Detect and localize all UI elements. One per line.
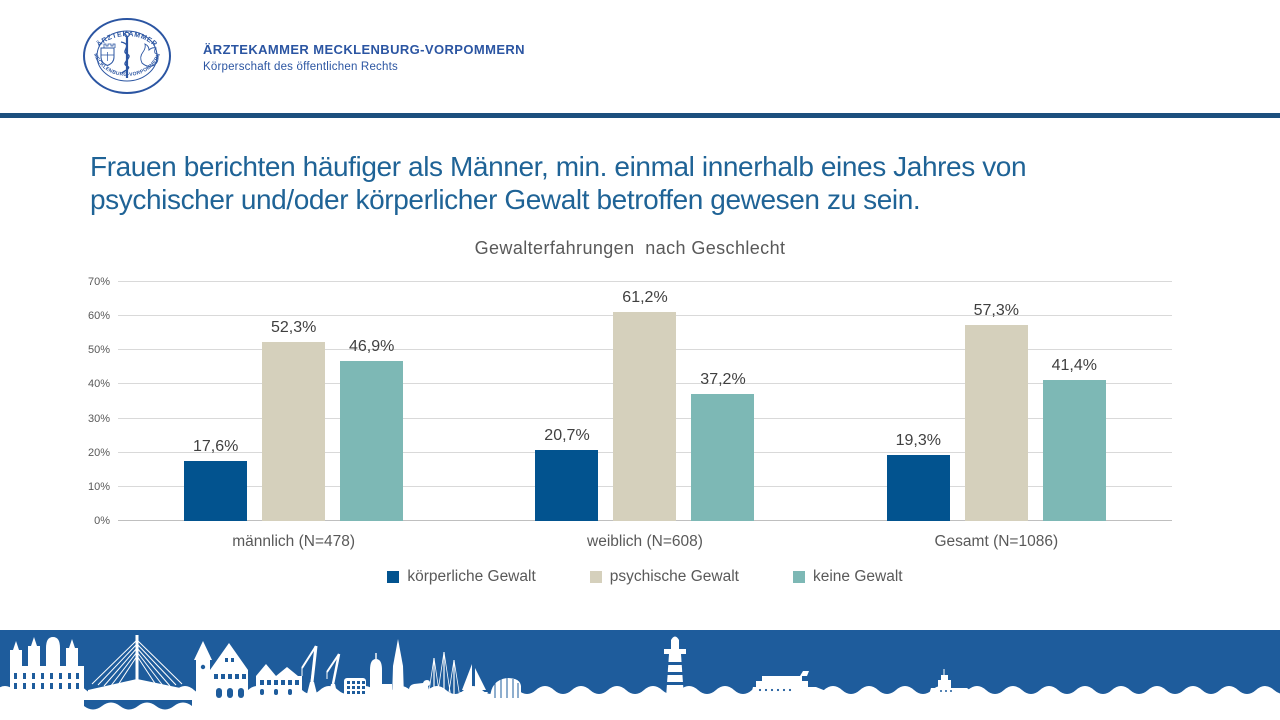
bar-value-label: 20,7% — [544, 427, 590, 445]
bar-with-label: 19,3% — [886, 282, 950, 521]
sailboat-icon — [460, 664, 488, 698]
bar-with-label: 37,2% — [691, 282, 755, 521]
castle-silhouette — [10, 637, 84, 698]
bar-value-label: 57,3% — [973, 302, 1019, 320]
bar — [613, 312, 677, 521]
organization-text: ÄRZTEKAMMER MECKLENBURG-VORPOMMERN Körpe… — [203, 42, 525, 73]
bar-value-label: 46,9% — [348, 337, 395, 355]
bar-with-label: 52,3% — [262, 282, 326, 521]
y-axis-tick-label: 40% — [87, 378, 110, 391]
bar-group: 19,3% 57,3% 41,4% — [821, 282, 1172, 521]
legend-item: körperliche Gewalt — [387, 568, 536, 586]
category-label: männlich (N=478) — [232, 533, 356, 550]
bar-value-label: 19,3% — [895, 432, 941, 450]
y-axis-tick-label: 0% — [94, 515, 110, 527]
bar-with-label: 41,4% — [1042, 282, 1106, 521]
footer-skyline — [0, 630, 1280, 710]
shell-building-silhouette — [490, 678, 521, 698]
bar — [340, 360, 404, 521]
tugboat-icon — [928, 669, 974, 698]
harbor-cranes-icon — [301, 645, 341, 698]
category-labels: männlich (N=478) weiblich (N=608) Gesamt (… — [118, 533, 1172, 551]
category-label: Gesamt (N=1086) — [934, 533, 1059, 550]
row-building-silhouette — [256, 664, 302, 698]
y-axis-tick-label: 60% — [87, 310, 110, 323]
harbor-masts-icon — [427, 651, 461, 699]
gabled-hall-silhouette — [210, 643, 248, 698]
y-axis-tick-label: 30% — [87, 412, 110, 425]
plot-outer: 0% 10% 20% 30% 40% 50% 60% 70% 17,6% 52,3% 46,9% 2… — [88, 276, 1172, 527]
organization-seal: ÄRZTEKAMMER MECKLENBURG-VORPOMMERN — [83, 18, 171, 94]
bar-with-label: 46,9% — [340, 282, 404, 521]
slide-title-line2: psychischer und/oder körperlicher Gewalt… — [90, 184, 921, 215]
bar — [535, 450, 599, 521]
seal-inner-ring — [96, 30, 158, 82]
bar-with-label: 57,3% — [964, 282, 1028, 521]
chart-title: Gewalterfahrungen nach Geschlecht — [474, 238, 786, 258]
bar — [886, 455, 950, 521]
bar-group: 20,7% 61,2% 37,2% — [469, 282, 820, 521]
legend-item: psychische Gewalt — [589, 568, 739, 586]
y-axis-tick-label: 20% — [87, 446, 110, 459]
bar-value-label: 41,4% — [1051, 356, 1097, 374]
bar-with-label: 17,6% — [184, 282, 248, 521]
bar-with-label: 61,2% — [613, 282, 677, 521]
legend-swatch — [792, 571, 805, 583]
y-axis-tick-label: 50% — [87, 344, 110, 357]
bar-value-label: 37,2% — [700, 371, 746, 388]
footer-band — [0, 630, 1280, 694]
header-divider-line — [0, 113, 1280, 118]
bar — [184, 460, 248, 521]
category-label: weiblich (N=608) — [587, 533, 703, 550]
bridge-silhouette — [88, 635, 190, 697]
grid-building-silhouette — [344, 678, 366, 698]
bar — [262, 342, 326, 521]
bar — [691, 394, 755, 521]
chart-legend: körperliche Gewalt psychische Gewalt keine… — [118, 568, 1172, 586]
tall-spire-silhouette — [392, 639, 404, 698]
bar-chart: Gewalterfahrungen nach Geschlecht 0% 10% 2… — [88, 238, 1172, 586]
legend-swatch — [589, 571, 602, 583]
slide-title: Frauen berichten häufiger als Männer, mi… — [90, 150, 1027, 216]
organization-name: ÄRZTEKAMMER MECKLENBURG-VORPOMMERN — [203, 42, 525, 57]
bar-value-label: 17,6% — [192, 437, 239, 455]
y-axis-tick-label: 70% — [87, 276, 110, 288]
legend-label: keine Gewalt — [812, 568, 903, 585]
polar-bear-icon — [408, 680, 430, 698]
bar-group: 17,6% 52,3% 46,9% — [118, 282, 469, 521]
coat-of-arms-icons — [100, 43, 159, 67]
church-tower-silhouette — [194, 641, 212, 698]
slide-title-line1: Frauen berichten häufiger als Männer, mi… — [90, 151, 1027, 182]
bridge-water-reflection — [84, 700, 192, 710]
bar — [964, 325, 1028, 521]
legend-label: psychische Gewalt — [609, 568, 739, 585]
dome-church-silhouette — [370, 653, 392, 698]
organization-subtitle: Körperschaft des öffentlichen Rechts — [203, 61, 398, 73]
y-axis-tick-labels: 0% 10% 20% 30% 40% 50% 60% 70% — [82, 276, 114, 527]
legend-label: körperliche Gewalt — [407, 568, 536, 585]
legend-item: keine Gewalt — [792, 568, 903, 586]
legend-swatch — [387, 571, 400, 583]
bar-groups: 17,6% 52,3% 46,9% 20,7% 61,2% 37,2% 19,3% 57,3%… — [118, 282, 1172, 521]
plot-area: 17,6% 52,3% 46,9% 20,7% 61,2% 37,2% 19,3% 57,3%… — [118, 281, 1172, 521]
gridline — [118, 281, 1172, 282]
bar-with-label: 20,7% — [535, 282, 599, 521]
y-axis-tick-label: 10% — [87, 480, 110, 493]
cruise-ship-icon — [750, 671, 826, 698]
bar-value-label: 52,3% — [270, 319, 317, 337]
bar — [1042, 379, 1106, 521]
bar-value-label: 61,2% — [622, 289, 668, 307]
lighthouse-icon — [664, 636, 686, 698]
aesculapian-staff-icon — [120, 31, 130, 78]
